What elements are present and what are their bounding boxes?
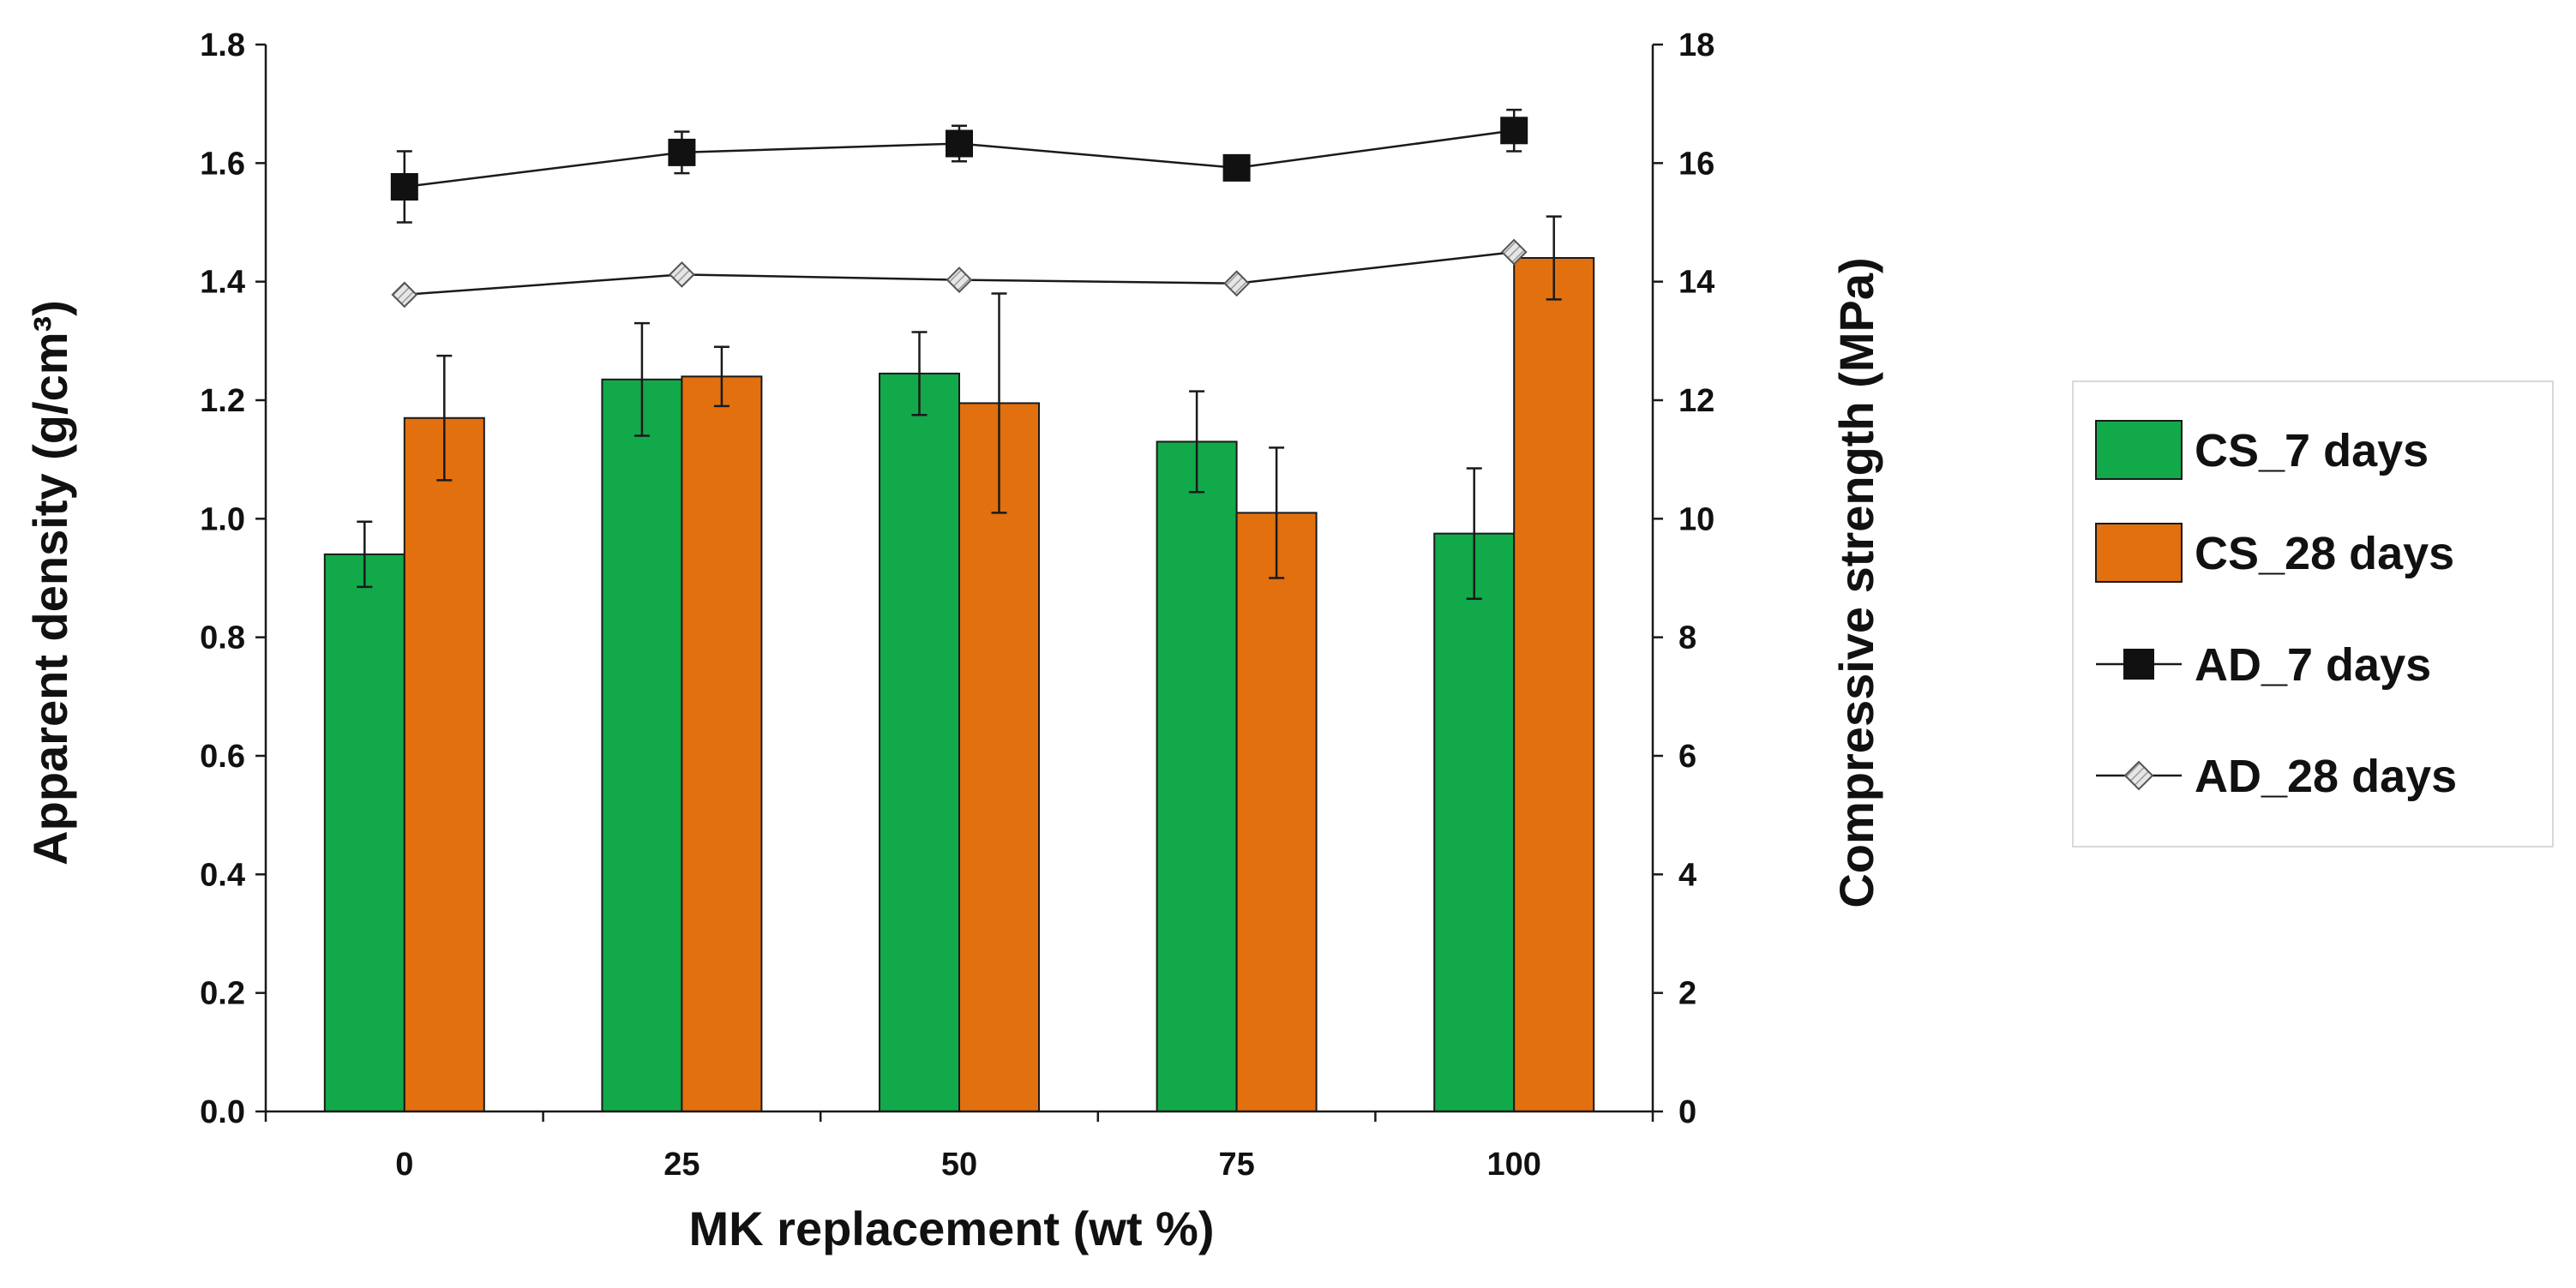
bar-cs-28-days-25 — [681, 375, 763, 1113]
x-tick-label: 0 — [395, 1147, 413, 1183]
y-left-tick-label: 0.0 — [200, 1094, 245, 1130]
point-ad-7-days-50 — [946, 129, 973, 158]
point-ad-28-days-0 — [391, 281, 418, 309]
y-right-tick-label: 8 — [1678, 620, 1696, 656]
point-ad-28-days-75 — [1223, 270, 1251, 297]
legend-label-cs-28-days: CS_28 days — [2195, 528, 2454, 579]
legend-marker-ad-7-days — [2123, 649, 2154, 680]
legend-swatch-cs-28-days — [2095, 523, 2183, 583]
bar-cs-7-days-0 — [323, 553, 405, 1112]
legend-label-cs-7-days: CS_7 days — [2195, 425, 2429, 476]
bar-cs-28-days-0 — [403, 416, 485, 1112]
y-right-tick-label: 4 — [1678, 857, 1696, 893]
bar-cs-7-days-100 — [1433, 532, 1516, 1112]
x-axis-title: MK replacement (wt %) — [689, 1201, 1215, 1255]
y-right-axis-title: Compressive strength (MPa) — [1829, 257, 1883, 908]
y-left-tick-label: 1.2 — [200, 383, 245, 419]
point-ad-7-days-25 — [668, 138, 696, 166]
legend: CS_7 days CS_28 days AD_7 days AD_28 days — [2072, 380, 2554, 848]
y-left-tick-label: 1.6 — [200, 146, 245, 182]
y-left-tick-label: 0.2 — [200, 976, 245, 1012]
bar-cs-7-days-25 — [601, 378, 683, 1112]
y-right-tick-label: 16 — [1678, 146, 1714, 182]
y-left-tick-label: 1.0 — [200, 501, 245, 537]
legend-label-ad-7-days: AD_7 days — [2195, 639, 2431, 691]
bar-cs-7-days-75 — [1156, 440, 1238, 1112]
point-ad-7-days-100 — [1500, 117, 1528, 145]
point-ad-7-days-0 — [390, 173, 418, 201]
point-ad-28-days-100 — [1500, 238, 1528, 266]
bar-cs-28-days-75 — [1235, 512, 1318, 1112]
x-tick-label: 75 — [1218, 1147, 1254, 1183]
y-left-axis-title: Apparent density (g/cm³) — [23, 300, 77, 866]
y-left-tick-label: 1.8 — [200, 27, 245, 63]
y-left-tick-label: 1.4 — [200, 265, 245, 301]
y-left-tick-label: 0.8 — [200, 620, 245, 656]
x-tick-label: 50 — [941, 1147, 977, 1183]
point-ad-28-days-25 — [668, 261, 695, 288]
legend-label-ad-28-days: AD_28 days — [2195, 751, 2457, 802]
x-tick-label: 25 — [664, 1147, 700, 1183]
axes: 0.0 0.2 0.4 0.6 0.8 1.0 1.2 1.4 1.6 1.8 0 2 4 6 8 10 12 1… — [200, 27, 1714, 1183]
legend-marker-ad-28-days — [2123, 760, 2154, 791]
y-left-tick-label: 0.6 — [200, 739, 245, 775]
y-right-tick-label: 2 — [1678, 976, 1696, 1012]
y-right-tick-label: 6 — [1678, 739, 1696, 775]
legend-swatch-cs-7-days — [2095, 420, 2183, 480]
bar-cs-7-days-50 — [879, 372, 960, 1112]
x-tick-label: 100 — [1486, 1147, 1540, 1183]
y-right-tick-label: 0 — [1678, 1094, 1696, 1130]
point-ad-7-days-75 — [1222, 153, 1251, 182]
y-right-tick-label: 10 — [1678, 501, 1714, 537]
y-right-tick-label: 18 — [1678, 27, 1714, 63]
plot-area — [323, 108, 1595, 1113]
bar-cs-28-days-100 — [1513, 257, 1595, 1112]
y-right-tick-label: 14 — [1678, 265, 1714, 301]
point-ad-28-days-50 — [946, 267, 973, 294]
y-left-tick-label: 0.4 — [200, 857, 245, 893]
bar-cs-28-days-50 — [958, 402, 1040, 1113]
y-right-tick-label: 12 — [1678, 383, 1714, 419]
